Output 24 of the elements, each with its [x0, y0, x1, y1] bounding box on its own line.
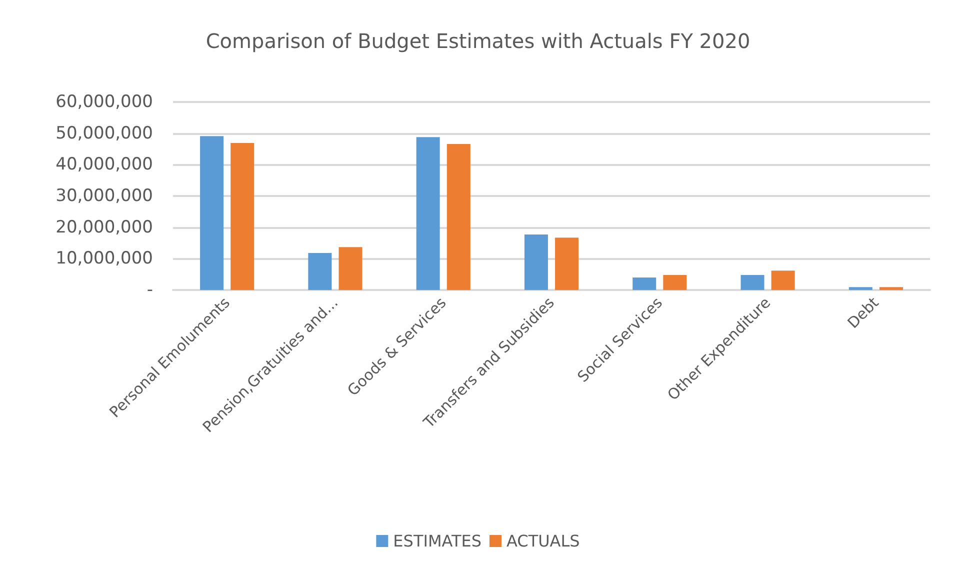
bar	[771, 270, 795, 290]
y-tick-label: 50,000,000	[56, 123, 153, 144]
bar	[879, 287, 903, 290]
y-tick-label: 40,000,000	[56, 154, 153, 175]
bar	[663, 274, 687, 290]
y-tick-label: 30,000,000	[56, 186, 153, 206]
y-tick-label: -	[146, 280, 153, 300]
y-tick-label: 10,000,000	[56, 248, 153, 269]
bar	[200, 136, 224, 290]
chart-title: Comparison of Budget Estimates with Actuals FY 2020	[206, 29, 750, 53]
bar	[740, 274, 764, 290]
bar	[308, 253, 332, 290]
bar	[230, 143, 254, 290]
legend-label: ACTUALS	[506, 532, 580, 550]
bar	[555, 238, 579, 290]
bar	[848, 287, 872, 290]
y-tick-label: 60,000,000	[56, 92, 153, 112]
bar	[416, 137, 440, 290]
bar	[524, 234, 548, 290]
y-tick-label: 20,000,000	[56, 217, 153, 238]
bar	[446, 144, 470, 290]
legend-label: ESTIMATES	[393, 532, 482, 550]
bar	[338, 247, 362, 290]
bar	[632, 277, 656, 290]
